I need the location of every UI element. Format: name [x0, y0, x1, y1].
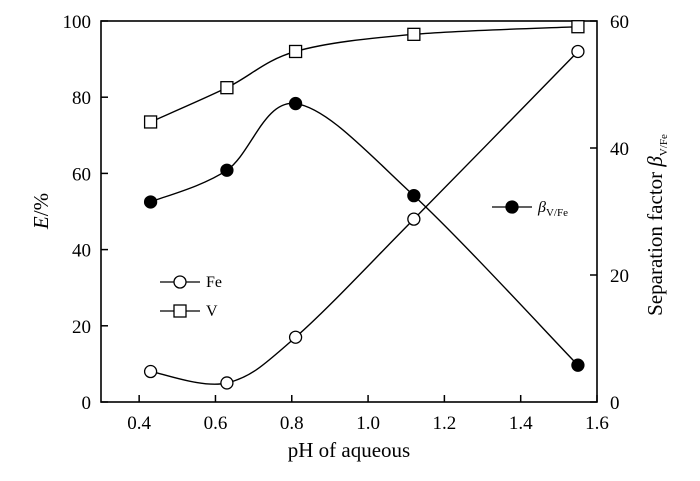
legend-marker-v: [173, 304, 187, 318]
y-right-axis-ticks: 0 20 40 60: [590, 12, 629, 414]
point-beta-3: [407, 188, 421, 203]
point-fe-1: [220, 376, 234, 390]
x-tick-label-0: 0.4: [127, 413, 151, 434]
y-left-tick-label-3: 60: [72, 164, 91, 185]
series-markers: [143, 20, 585, 390]
y-left-tick-label-5: 100: [63, 12, 92, 33]
y-left-axis-ticks: 0 20 40 60 80 100: [63, 12, 108, 414]
y-left-tick-label-1: 20: [72, 317, 91, 338]
x-tick-label-1: 0.6: [204, 413, 228, 434]
point-v-4: [571, 20, 585, 34]
point-fe-3: [407, 212, 421, 226]
y-right-tick-label-3: 60: [610, 12, 629, 33]
x-tick-label-4: 1.2: [433, 413, 457, 434]
point-beta-1: [220, 163, 234, 177]
legend-item-fe: Fe: [160, 274, 222, 291]
y-right-axis-title: Separation factor βV/Fe: [643, 134, 670, 316]
legend-label-fe: Fe: [206, 274, 222, 291]
point-fe-4: [571, 44, 585, 59]
x-tick-label-6: 1.6: [585, 413, 609, 434]
legend: Fe V βV/Fe: [160, 199, 568, 320]
legend-item-beta: βV/Fe: [492, 199, 568, 219]
point-beta-4: [571, 358, 585, 372]
x-tick-label-3: 1.0: [356, 413, 380, 434]
point-v-3: [407, 27, 421, 41]
point-beta-0: [143, 195, 158, 209]
plot-frame: [100, 20, 598, 403]
x-axis-ticks: 0.4 0.6 0.8 1.0 1.2 1.4 1.6: [127, 395, 609, 434]
point-v-0: [143, 115, 158, 129]
y-left-tick-label-0: 0: [82, 393, 92, 414]
series-line-beta: [150, 102, 579, 366]
point-fe-2: [288, 330, 303, 344]
y-right-tick-label-2: 40: [610, 139, 629, 160]
y-left-tick-label-2: 40: [72, 241, 91, 262]
point-fe-0: [143, 364, 158, 379]
legend-label-beta: βV/Fe: [537, 199, 568, 219]
series-line-v: [150, 26, 578, 123]
point-v-1: [220, 81, 234, 95]
legend-marker-fe: [173, 275, 187, 289]
point-v-2: [288, 44, 303, 59]
legend-label-v: V: [206, 303, 218, 320]
x-tick-label-2: 0.8: [280, 413, 304, 434]
series-line-fe: [150, 50, 579, 385]
y-right-tick-label-0: 0: [610, 393, 620, 414]
y-left-tick-label-4: 80: [72, 88, 91, 109]
point-beta-2: [288, 96, 303, 111]
x-axis-title: pH of aqueous: [288, 438, 410, 462]
x-tick-label-5: 1.4: [509, 413, 533, 434]
plot-area-frame: [100, 20, 598, 403]
y-right-tick-label-1: 20: [610, 266, 629, 287]
legend-item-v: V: [160, 303, 218, 320]
y-left-axis-title: E/%: [29, 193, 53, 230]
legend-marker-beta: [505, 200, 519, 214]
